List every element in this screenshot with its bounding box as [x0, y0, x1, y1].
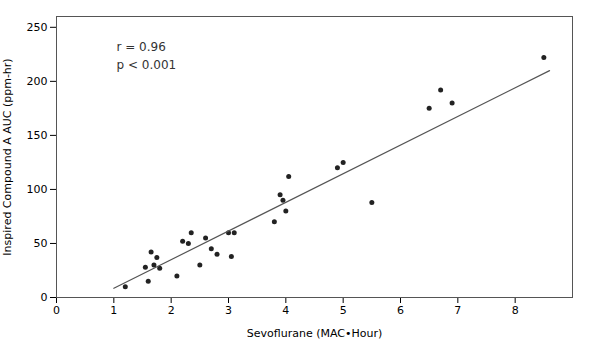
svg-text:1: 1	[110, 304, 117, 317]
svg-text:50: 50	[34, 237, 48, 250]
svg-text:200: 200	[27, 75, 48, 88]
svg-text:8: 8	[512, 304, 519, 317]
svg-text:6: 6	[397, 304, 404, 317]
svg-text:3: 3	[225, 304, 232, 317]
svg-text:Inspired Compound A AUC (ppm-h: Inspired Compound A AUC (ppm-hr)	[1, 58, 14, 255]
svg-text:Sevoflurane (MAC•Hour): Sevoflurane (MAC•Hour)	[247, 327, 382, 339]
svg-text:7: 7	[454, 304, 461, 317]
svg-text:100: 100	[27, 183, 48, 196]
svg-text:5: 5	[340, 304, 347, 317]
svg-text:r = 0.96p < 0.001: r = 0.96p < 0.001	[117, 40, 177, 72]
svg-text:2: 2	[168, 304, 175, 317]
svg-text:4: 4	[282, 304, 289, 317]
svg-text:150: 150	[27, 129, 48, 142]
svg-text:0: 0	[41, 291, 48, 304]
svg-text:250: 250	[27, 21, 48, 34]
svg-text:0: 0	[53, 304, 60, 317]
